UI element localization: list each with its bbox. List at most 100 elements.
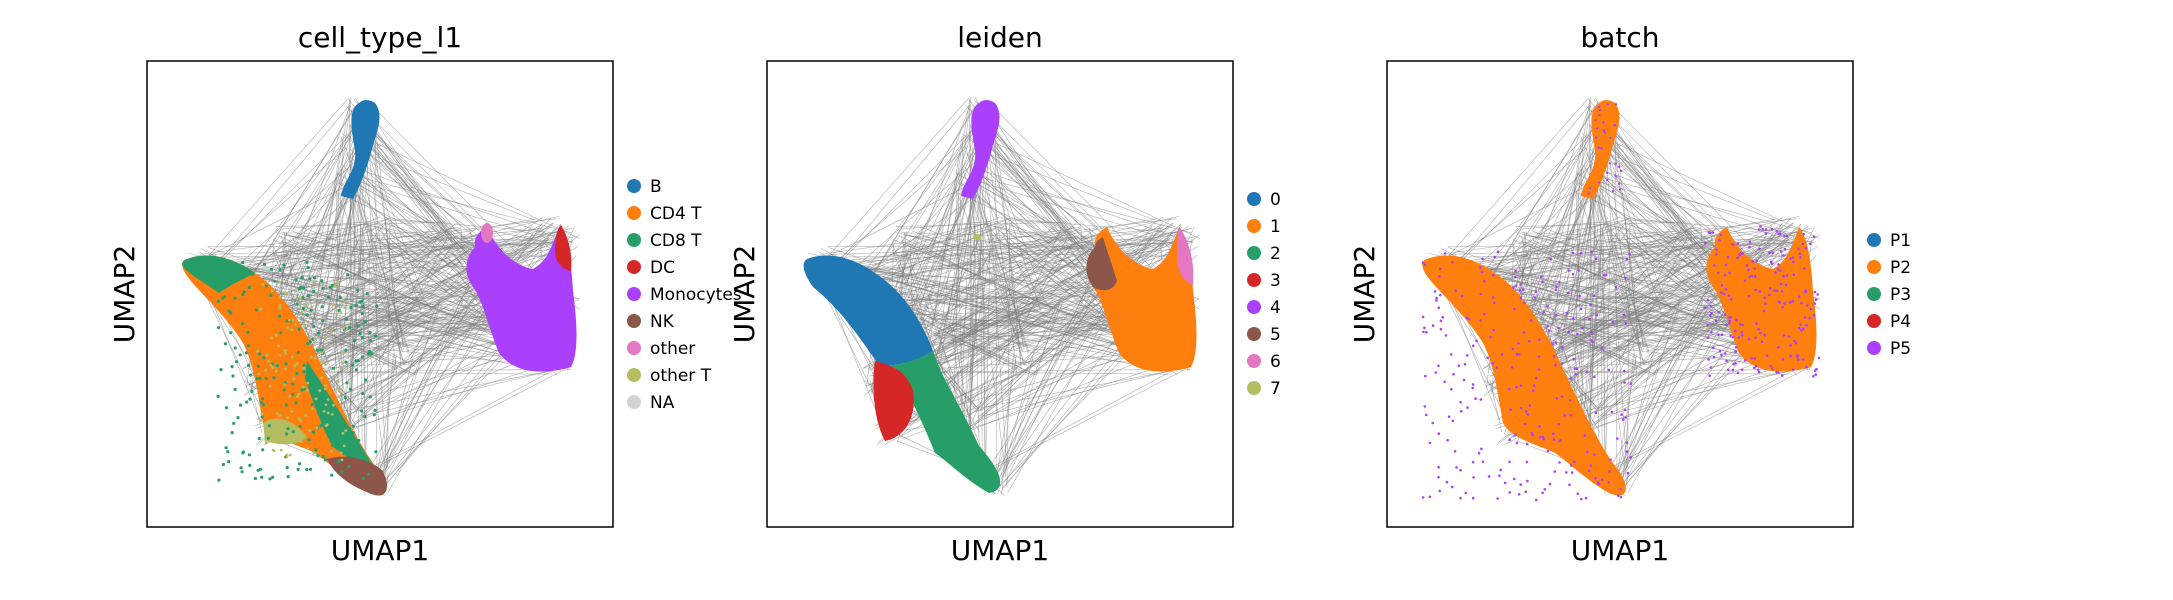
cell-point bbox=[1593, 375, 1596, 379]
cell-point bbox=[1541, 435, 1545, 439]
graph-edge bbox=[347, 134, 494, 263]
cell-point bbox=[1780, 290, 1784, 293]
graph-edge bbox=[1683, 248, 1730, 322]
cell-point bbox=[348, 387, 353, 391]
cell-point bbox=[1460, 409, 1463, 413]
cell-point bbox=[1619, 487, 1622, 491]
graph-edge bbox=[1063, 248, 1110, 322]
cell-point bbox=[332, 403, 335, 407]
cell-point bbox=[1625, 257, 1629, 261]
graph-edge bbox=[360, 177, 572, 234]
cell-point bbox=[1794, 341, 1798, 345]
legend-marker bbox=[1867, 260, 1881, 274]
cell-point bbox=[1816, 293, 1819, 296]
cell-point bbox=[1624, 322, 1628, 325]
cell-point bbox=[1736, 256, 1739, 259]
cell-point bbox=[306, 342, 310, 346]
cell-point bbox=[278, 280, 282, 284]
cell-point bbox=[282, 263, 286, 267]
cell-point bbox=[361, 304, 365, 309]
graph-edge bbox=[201, 255, 532, 344]
cell-point bbox=[363, 414, 367, 419]
cell-point bbox=[330, 449, 333, 453]
plot-area bbox=[1421, 96, 1821, 502]
cell-point bbox=[279, 331, 283, 335]
cell-point bbox=[1523, 301, 1526, 305]
cell-point bbox=[369, 339, 373, 343]
cell-point bbox=[1773, 289, 1776, 292]
cell-point bbox=[1572, 357, 1575, 361]
cell-point bbox=[1592, 294, 1595, 298]
cell-point bbox=[248, 463, 252, 467]
legend: 0 1 2 3 4 5 6 7 bbox=[1247, 190, 1281, 399]
cell-point bbox=[1525, 442, 1529, 446]
cell-point bbox=[1590, 250, 1593, 254]
legend-label: P4 bbox=[1890, 312, 1911, 332]
cluster-b bbox=[341, 100, 380, 199]
graph-edge bbox=[950, 249, 1188, 343]
cell-point bbox=[259, 307, 263, 311]
graph-edge bbox=[984, 141, 1103, 245]
cell-point bbox=[308, 277, 312, 281]
cell-point bbox=[1509, 408, 1512, 412]
cell-point bbox=[343, 306, 347, 309]
cell-point bbox=[290, 355, 294, 359]
cell-point bbox=[1524, 490, 1528, 494]
cluster-dc bbox=[555, 225, 572, 271]
cell-point bbox=[1585, 370, 1589, 374]
cell-point bbox=[316, 454, 320, 458]
graph-edge bbox=[1588, 105, 1594, 409]
cell-point bbox=[1761, 227, 1764, 231]
cell-point bbox=[1725, 323, 1728, 326]
graph-edge bbox=[365, 145, 388, 483]
cell-point bbox=[363, 320, 367, 324]
cell-clusters bbox=[182, 100, 577, 496]
cell-point bbox=[1792, 273, 1795, 276]
cell-point bbox=[356, 324, 360, 328]
cell-point bbox=[305, 467, 309, 472]
cluster-cd8-t bbox=[305, 361, 373, 466]
legend-label: NA bbox=[650, 393, 675, 413]
graph-edge bbox=[1595, 355, 1649, 412]
graph-edge bbox=[916, 369, 1171, 373]
graph-edge bbox=[1616, 218, 1797, 241]
cell-point bbox=[1533, 296, 1537, 299]
graph-edge bbox=[1431, 182, 1593, 266]
graph-edge bbox=[1550, 233, 1787, 342]
cell-point bbox=[1787, 335, 1791, 338]
cell-point bbox=[1797, 295, 1801, 299]
cell-point bbox=[1595, 314, 1599, 317]
cell-point bbox=[1460, 294, 1464, 298]
cell-point bbox=[1754, 336, 1757, 340]
graph-edge bbox=[1462, 241, 1720, 288]
cell-point bbox=[1756, 368, 1760, 372]
graph-edge bbox=[930, 233, 1167, 342]
cell-point bbox=[266, 436, 270, 440]
cell-point bbox=[1734, 346, 1738, 349]
cell-point bbox=[339, 451, 343, 455]
graph-edge bbox=[978, 368, 1186, 477]
cell-point bbox=[304, 414, 307, 417]
cell-point bbox=[1573, 460, 1576, 464]
cell-point bbox=[1793, 339, 1796, 343]
graph-edge bbox=[1599, 181, 1773, 235]
cell-point bbox=[1753, 267, 1756, 270]
cell-point bbox=[260, 397, 264, 401]
cell-point bbox=[1574, 372, 1577, 376]
cell-point bbox=[310, 402, 314, 407]
cell-point bbox=[339, 366, 343, 370]
legend-label: other bbox=[650, 339, 695, 359]
cell-point bbox=[269, 293, 273, 297]
cell-point bbox=[1602, 121, 1605, 124]
cell-point bbox=[1628, 252, 1631, 256]
cell-point bbox=[340, 458, 344, 462]
cell-point bbox=[1812, 313, 1816, 317]
cell-point bbox=[261, 282, 265, 286]
cell-point bbox=[250, 390, 254, 394]
cell-point bbox=[1723, 274, 1727, 277]
cell-point bbox=[1587, 192, 1591, 195]
cell-point bbox=[1581, 326, 1584, 330]
cluster-other-t bbox=[263, 418, 307, 445]
cell-point bbox=[268, 384, 272, 388]
cell-point bbox=[1503, 481, 1507, 485]
